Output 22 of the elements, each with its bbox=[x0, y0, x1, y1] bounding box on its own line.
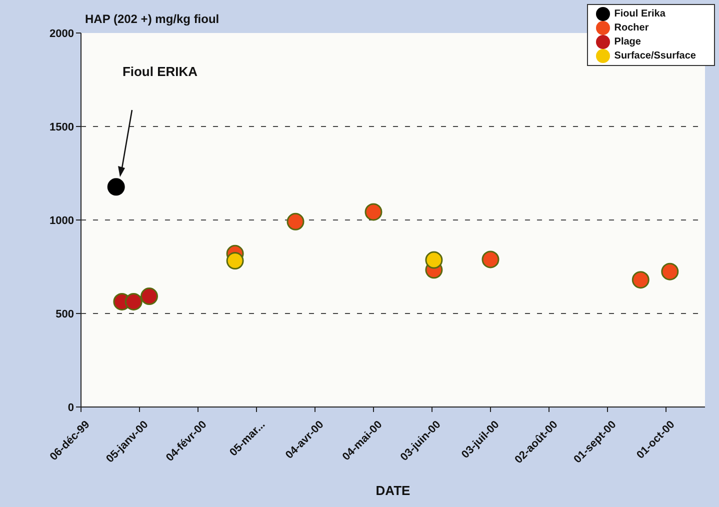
point bbox=[661, 262, 679, 280]
point bbox=[364, 203, 382, 221]
x-axis-title: DATE bbox=[376, 483, 411, 498]
y-tick-label: 1500 bbox=[50, 121, 74, 134]
point bbox=[124, 292, 142, 310]
point bbox=[140, 288, 158, 306]
legend-label: Rocher bbox=[614, 22, 649, 34]
legend-label: Surface/Ssurface bbox=[614, 50, 696, 62]
annotation: Fioul ERIKA bbox=[122, 64, 198, 79]
point bbox=[226, 252, 244, 270]
point bbox=[425, 251, 443, 269]
y-tick-label: 0 bbox=[68, 402, 74, 414]
y-tick-label: 500 bbox=[56, 308, 74, 320]
y-tick-label: 2000 bbox=[50, 28, 74, 40]
point bbox=[482, 250, 500, 268]
y-tick-label: 1000 bbox=[50, 214, 74, 227]
y-axis-title: HAP (202 +) mg/kg fioul bbox=[85, 12, 220, 26]
legend-label: Fioul Erika bbox=[614, 8, 666, 20]
point bbox=[286, 212, 304, 230]
point bbox=[632, 271, 650, 289]
legend-label: Plage bbox=[614, 36, 641, 48]
point bbox=[107, 178, 125, 196]
